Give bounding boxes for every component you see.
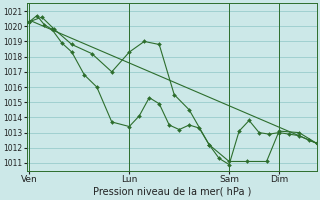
X-axis label: Pression niveau de la mer( hPa ): Pression niveau de la mer( hPa ) [92,187,251,197]
